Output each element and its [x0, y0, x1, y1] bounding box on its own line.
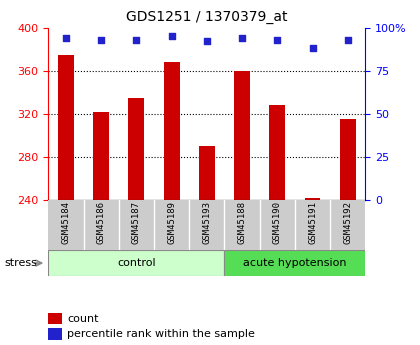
Text: GSM45190: GSM45190 — [273, 201, 282, 244]
Bar — [234, 71, 250, 200]
Text: acute hypotension: acute hypotension — [243, 258, 346, 268]
Bar — [48, 313, 62, 324]
Point — [63, 35, 69, 41]
Bar — [224, 250, 365, 276]
Bar — [48, 250, 224, 276]
Point — [239, 35, 245, 41]
Bar — [48, 328, 62, 340]
Text: GSM45191: GSM45191 — [308, 201, 317, 244]
Point — [309, 46, 316, 51]
Point — [133, 37, 140, 42]
Text: GSM45187: GSM45187 — [132, 201, 141, 244]
Point — [203, 39, 210, 44]
Title: GDS1251 / 1370379_at: GDS1251 / 1370379_at — [126, 10, 288, 24]
Text: percentile rank within the sample: percentile rank within the sample — [67, 329, 255, 339]
Point — [274, 37, 281, 42]
Bar — [269, 105, 285, 200]
Point — [344, 37, 351, 42]
Text: GSM45188: GSM45188 — [238, 201, 247, 244]
Point — [168, 33, 175, 39]
Text: GSM45189: GSM45189 — [167, 201, 176, 244]
Bar — [164, 62, 179, 200]
Bar — [129, 98, 144, 200]
Bar — [304, 198, 320, 200]
Text: control: control — [117, 258, 156, 268]
Bar — [199, 146, 215, 200]
Bar — [340, 119, 356, 200]
Text: GSM45186: GSM45186 — [97, 201, 106, 244]
Bar — [93, 112, 109, 200]
Text: GSM45192: GSM45192 — [343, 201, 352, 244]
Bar — [58, 55, 74, 200]
Text: count: count — [67, 314, 99, 324]
Point — [98, 37, 105, 42]
Text: GSM45184: GSM45184 — [61, 201, 71, 244]
Text: stress: stress — [4, 258, 37, 268]
Text: GSM45193: GSM45193 — [202, 201, 211, 244]
